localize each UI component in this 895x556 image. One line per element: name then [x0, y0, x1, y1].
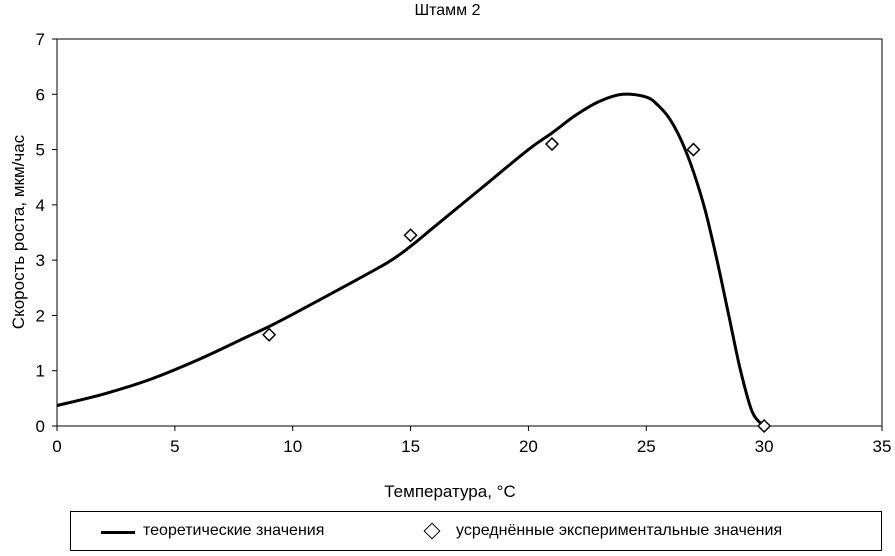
x-tick-label: 15: [401, 437, 420, 456]
legend-label-theoretical: теоретические значения: [143, 522, 325, 539]
data-point-diamond: [544, 136, 560, 152]
x-tick-label: 25: [637, 437, 656, 456]
x-tick-label: 5: [170, 437, 179, 456]
y-axis-label: Скорость роста, мкм/час: [9, 134, 28, 330]
y-tick-label: 7: [36, 30, 45, 49]
y-tick-label: 5: [36, 141, 45, 160]
legend: теоретические значения усреднённые экспе…: [70, 511, 882, 551]
x-tick-label: 10: [283, 437, 302, 456]
x-tick-label: 0: [52, 437, 61, 456]
x-tick-label: 35: [873, 437, 892, 456]
y-tick-label: 0: [36, 417, 45, 436]
chart-title: Штамм 2: [414, 2, 481, 19]
data-point-diamond: [757, 418, 772, 434]
x-tick-label: 20: [519, 437, 538, 456]
x-axis-label: Температура, °С: [384, 482, 516, 501]
legend-line-swatch: [101, 531, 135, 534]
data-point-diamond: [262, 327, 277, 342]
y-tick-label: 4: [36, 196, 45, 215]
series-line-theoretical: [56, 92, 766, 428]
x-tick-label: 30: [755, 437, 774, 456]
legend-label-experimental: усреднённые экспериментальные значения: [456, 522, 783, 539]
plot-frame: [56, 38, 883, 427]
chart-plot: 0 5 10 15 20 25 30 35 0 1 2 3 4 5 6 7: [36, 30, 892, 456]
data-point-diamond: [403, 228, 418, 243]
y-tick-label: 1: [36, 362, 45, 381]
data-series: [56, 92, 772, 434]
y-tick-label: 6: [36, 85, 45, 104]
y-tick-label: 3: [36, 251, 45, 270]
data-point-diamond: [686, 142, 701, 157]
y-tick-label: 2: [36, 306, 45, 325]
axis-ticks: 0 5 10 15 20 25 30 35 0 1 2 3 4 5 6 7: [36, 30, 892, 456]
legend-diamond-swatch: [423, 522, 441, 540]
